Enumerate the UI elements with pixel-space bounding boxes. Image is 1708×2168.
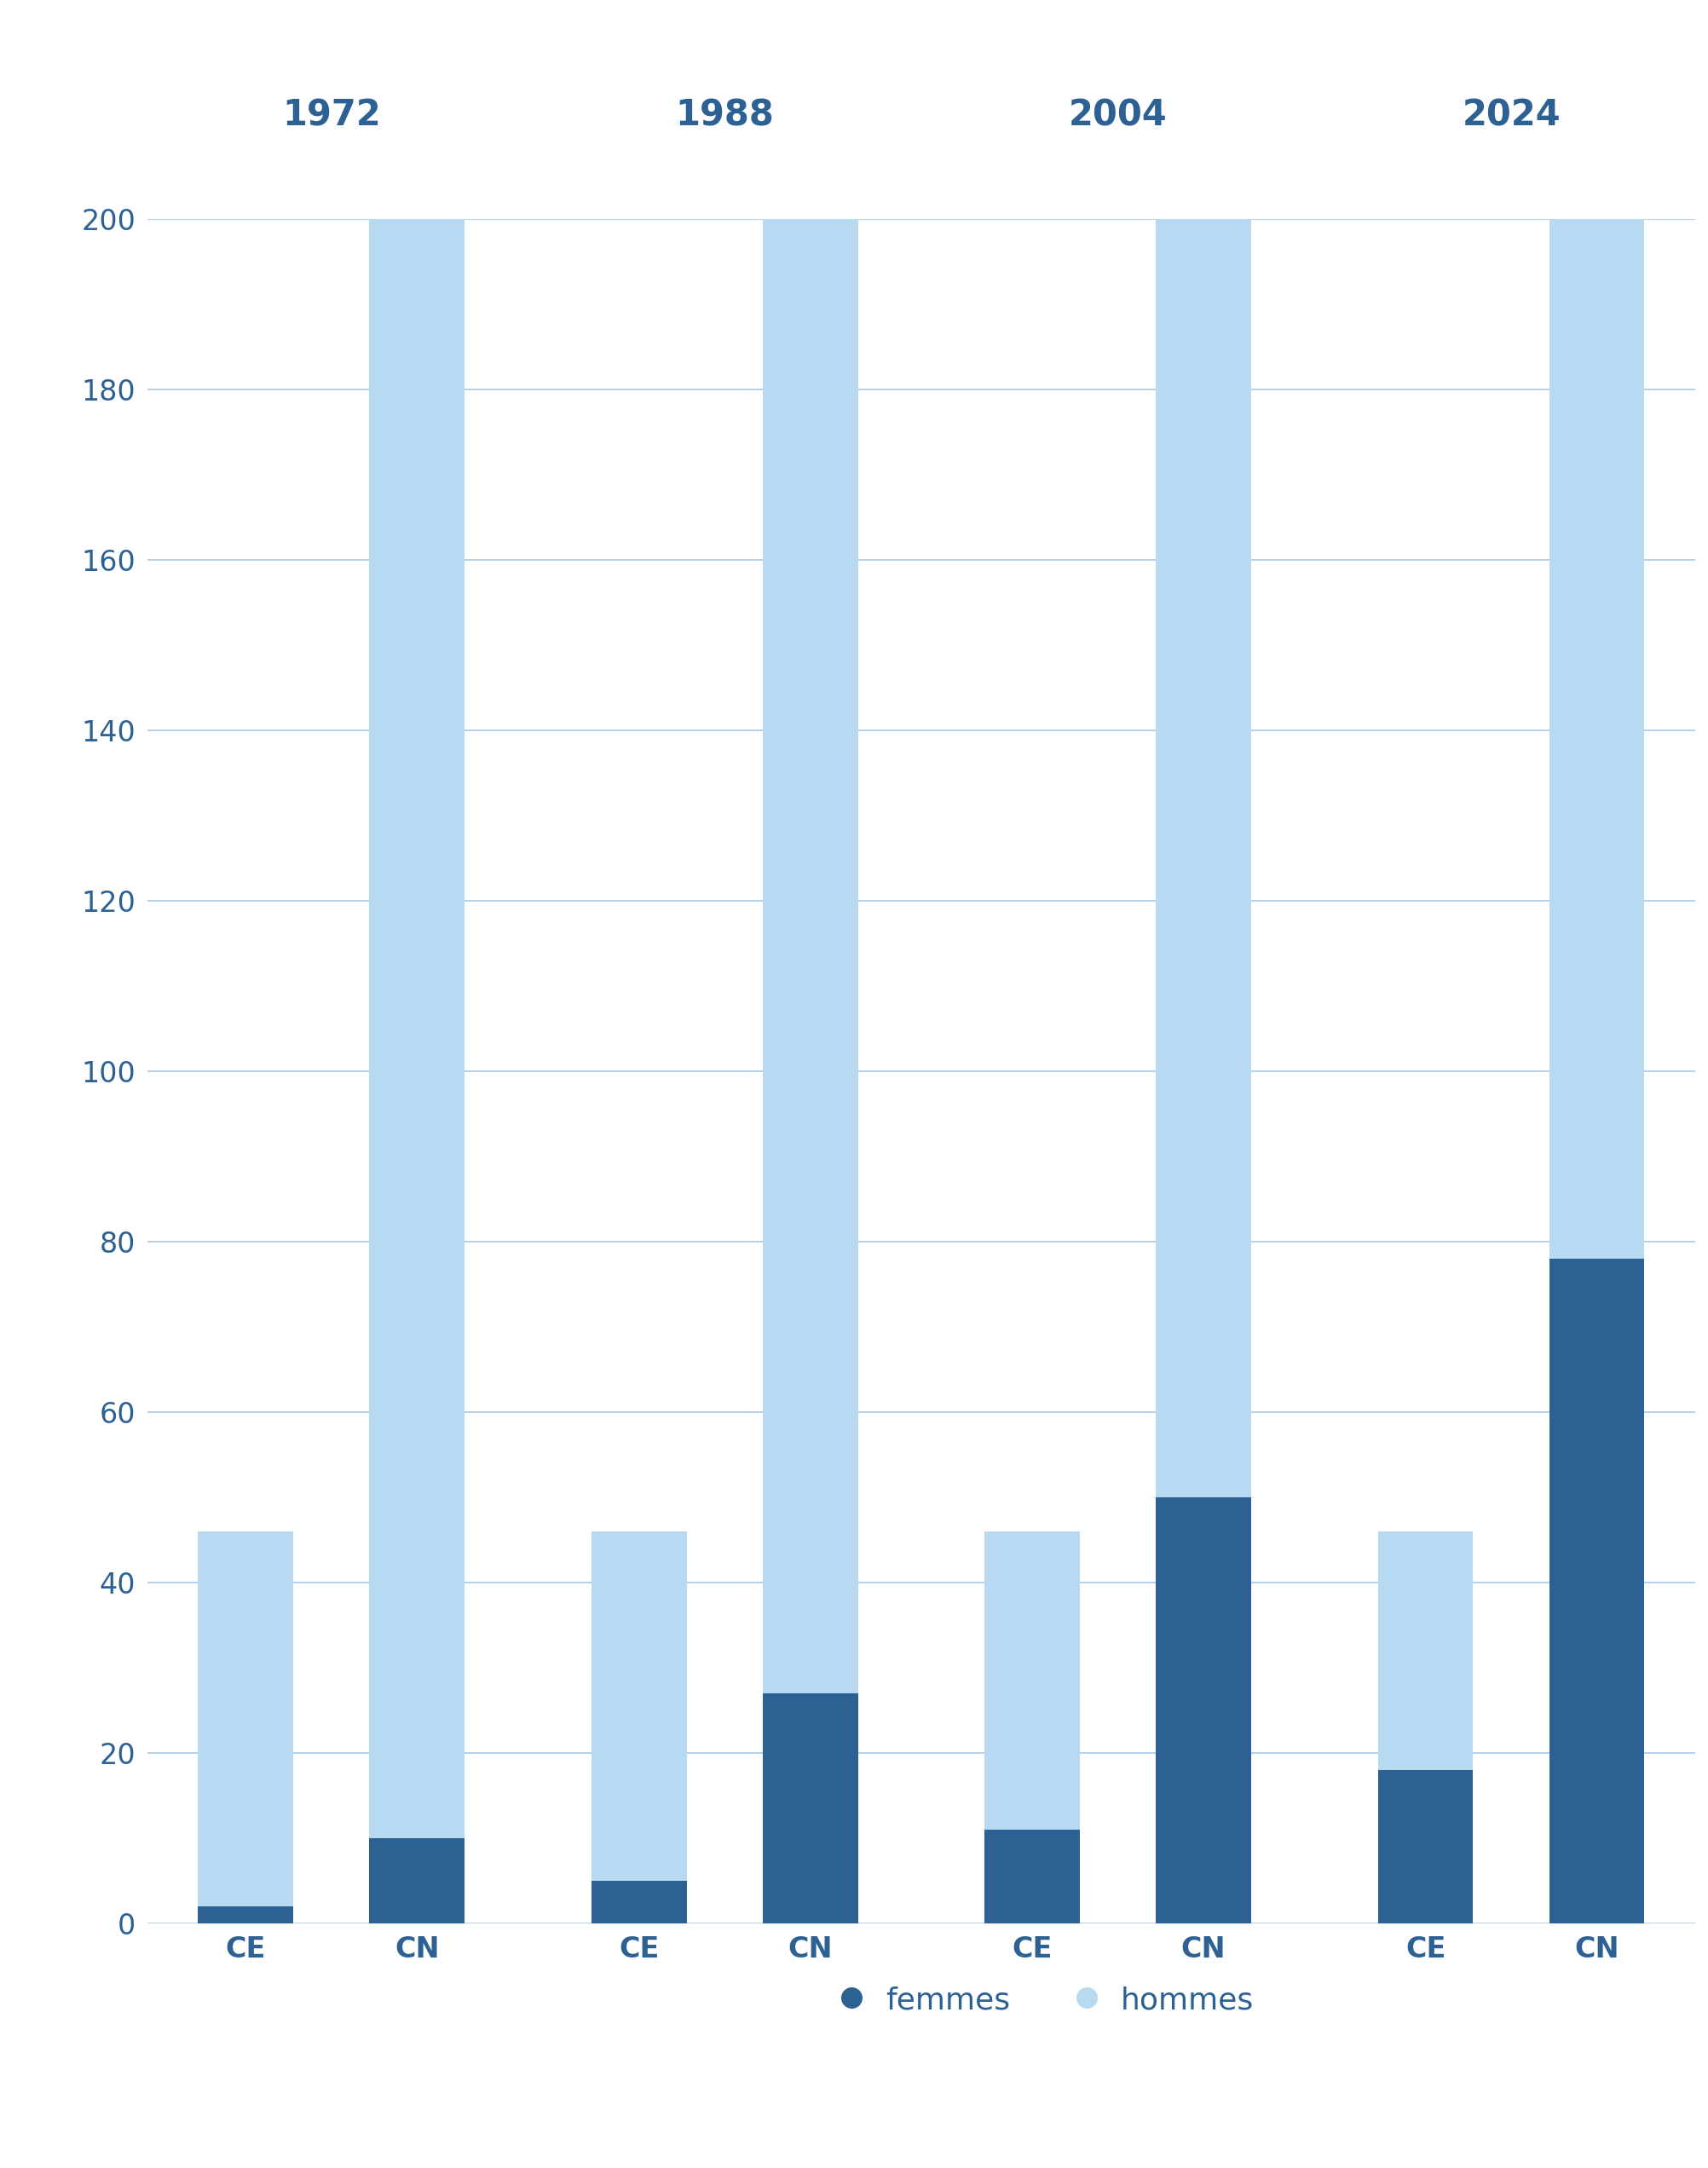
Bar xyxy=(763,1693,857,1923)
Text: 1972: 1972 xyxy=(282,98,381,134)
Bar xyxy=(369,1838,465,1923)
Bar xyxy=(1156,1498,1252,1923)
Bar xyxy=(198,1906,294,1923)
Bar xyxy=(591,1882,687,1923)
Text: 2004: 2004 xyxy=(1069,98,1167,134)
Legend: femmes, hommes: femmes, hommes xyxy=(823,1973,1266,2027)
Text: 2024: 2024 xyxy=(1462,98,1561,134)
Bar xyxy=(1156,219,1252,1923)
Text: 1988: 1988 xyxy=(675,98,774,134)
Bar xyxy=(986,1531,1079,1923)
Bar xyxy=(591,1531,687,1923)
Bar xyxy=(1378,1531,1474,1923)
Bar xyxy=(763,219,857,1923)
Bar xyxy=(1378,1771,1474,1923)
Bar xyxy=(369,219,465,1923)
Bar xyxy=(198,1531,294,1923)
Bar xyxy=(986,1830,1079,1923)
Bar xyxy=(1549,219,1645,1923)
Bar xyxy=(1549,1260,1645,1923)
